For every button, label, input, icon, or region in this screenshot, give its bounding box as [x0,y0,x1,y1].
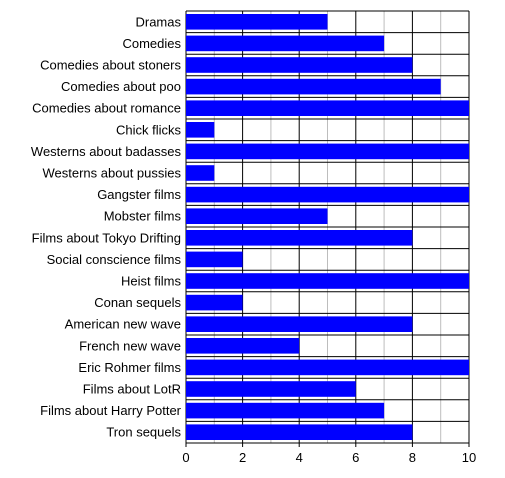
category-label: Conan sequels [94,295,181,310]
category-label: Films about Tokyo Drifting [32,230,181,245]
bar [186,294,243,311]
x-tick-label: 10 [462,450,476,465]
category-label: Heist films [121,274,181,289]
bar [186,424,413,440]
bar [186,14,328,30]
category-label: Comedies [122,36,181,51]
bar [186,208,328,224]
bar [186,57,413,73]
category-label: Tron sequels [106,425,181,440]
x-tick-label: 4 [296,450,303,465]
bar [186,143,469,160]
category-label: Films about LotR [83,382,181,397]
category-label: Comedies about romance [32,101,181,116]
bars [186,14,469,440]
category-label: Comedies about stoners [40,58,181,73]
bar [186,338,300,354]
category-label: Comedies about poo [61,79,181,94]
x-tick-label: 2 [239,450,246,465]
category-label: French new wave [79,338,181,353]
bar [186,251,243,268]
bar [186,186,469,203]
grid-lines [185,10,470,444]
bar [186,273,469,289]
category-label: Social conscience films [47,252,182,267]
category-label: Films about Harry Potter [40,403,182,418]
bar [186,35,385,52]
bar [186,316,413,332]
category-label: Gangster films [97,187,181,202]
x-tick-labels: 0 2 4 6 8 10 [182,443,476,465]
category-label: Dramas [135,14,181,29]
x-tick-label: 6 [352,450,359,465]
category-labels: Dramas Comedies Comedies about stoners Come… [31,14,182,439]
bar [186,230,413,246]
category-label: American new wave [65,317,181,332]
category-label: Westerns about pussies [43,166,182,181]
category-label: Mobster films [104,209,182,224]
x-tick-label: 0 [182,450,189,465]
bar [186,402,385,419]
bar [186,122,215,138]
bar [186,165,215,181]
bar [186,78,441,95]
category-label: Eric Rohmer films [78,360,181,375]
category-label: Chick flicks [116,122,182,137]
x-tick-label: 8 [409,450,416,465]
bar [186,381,356,397]
bar [186,359,469,376]
bar [186,100,469,116]
category-label: Westerns about badasses [31,144,182,159]
